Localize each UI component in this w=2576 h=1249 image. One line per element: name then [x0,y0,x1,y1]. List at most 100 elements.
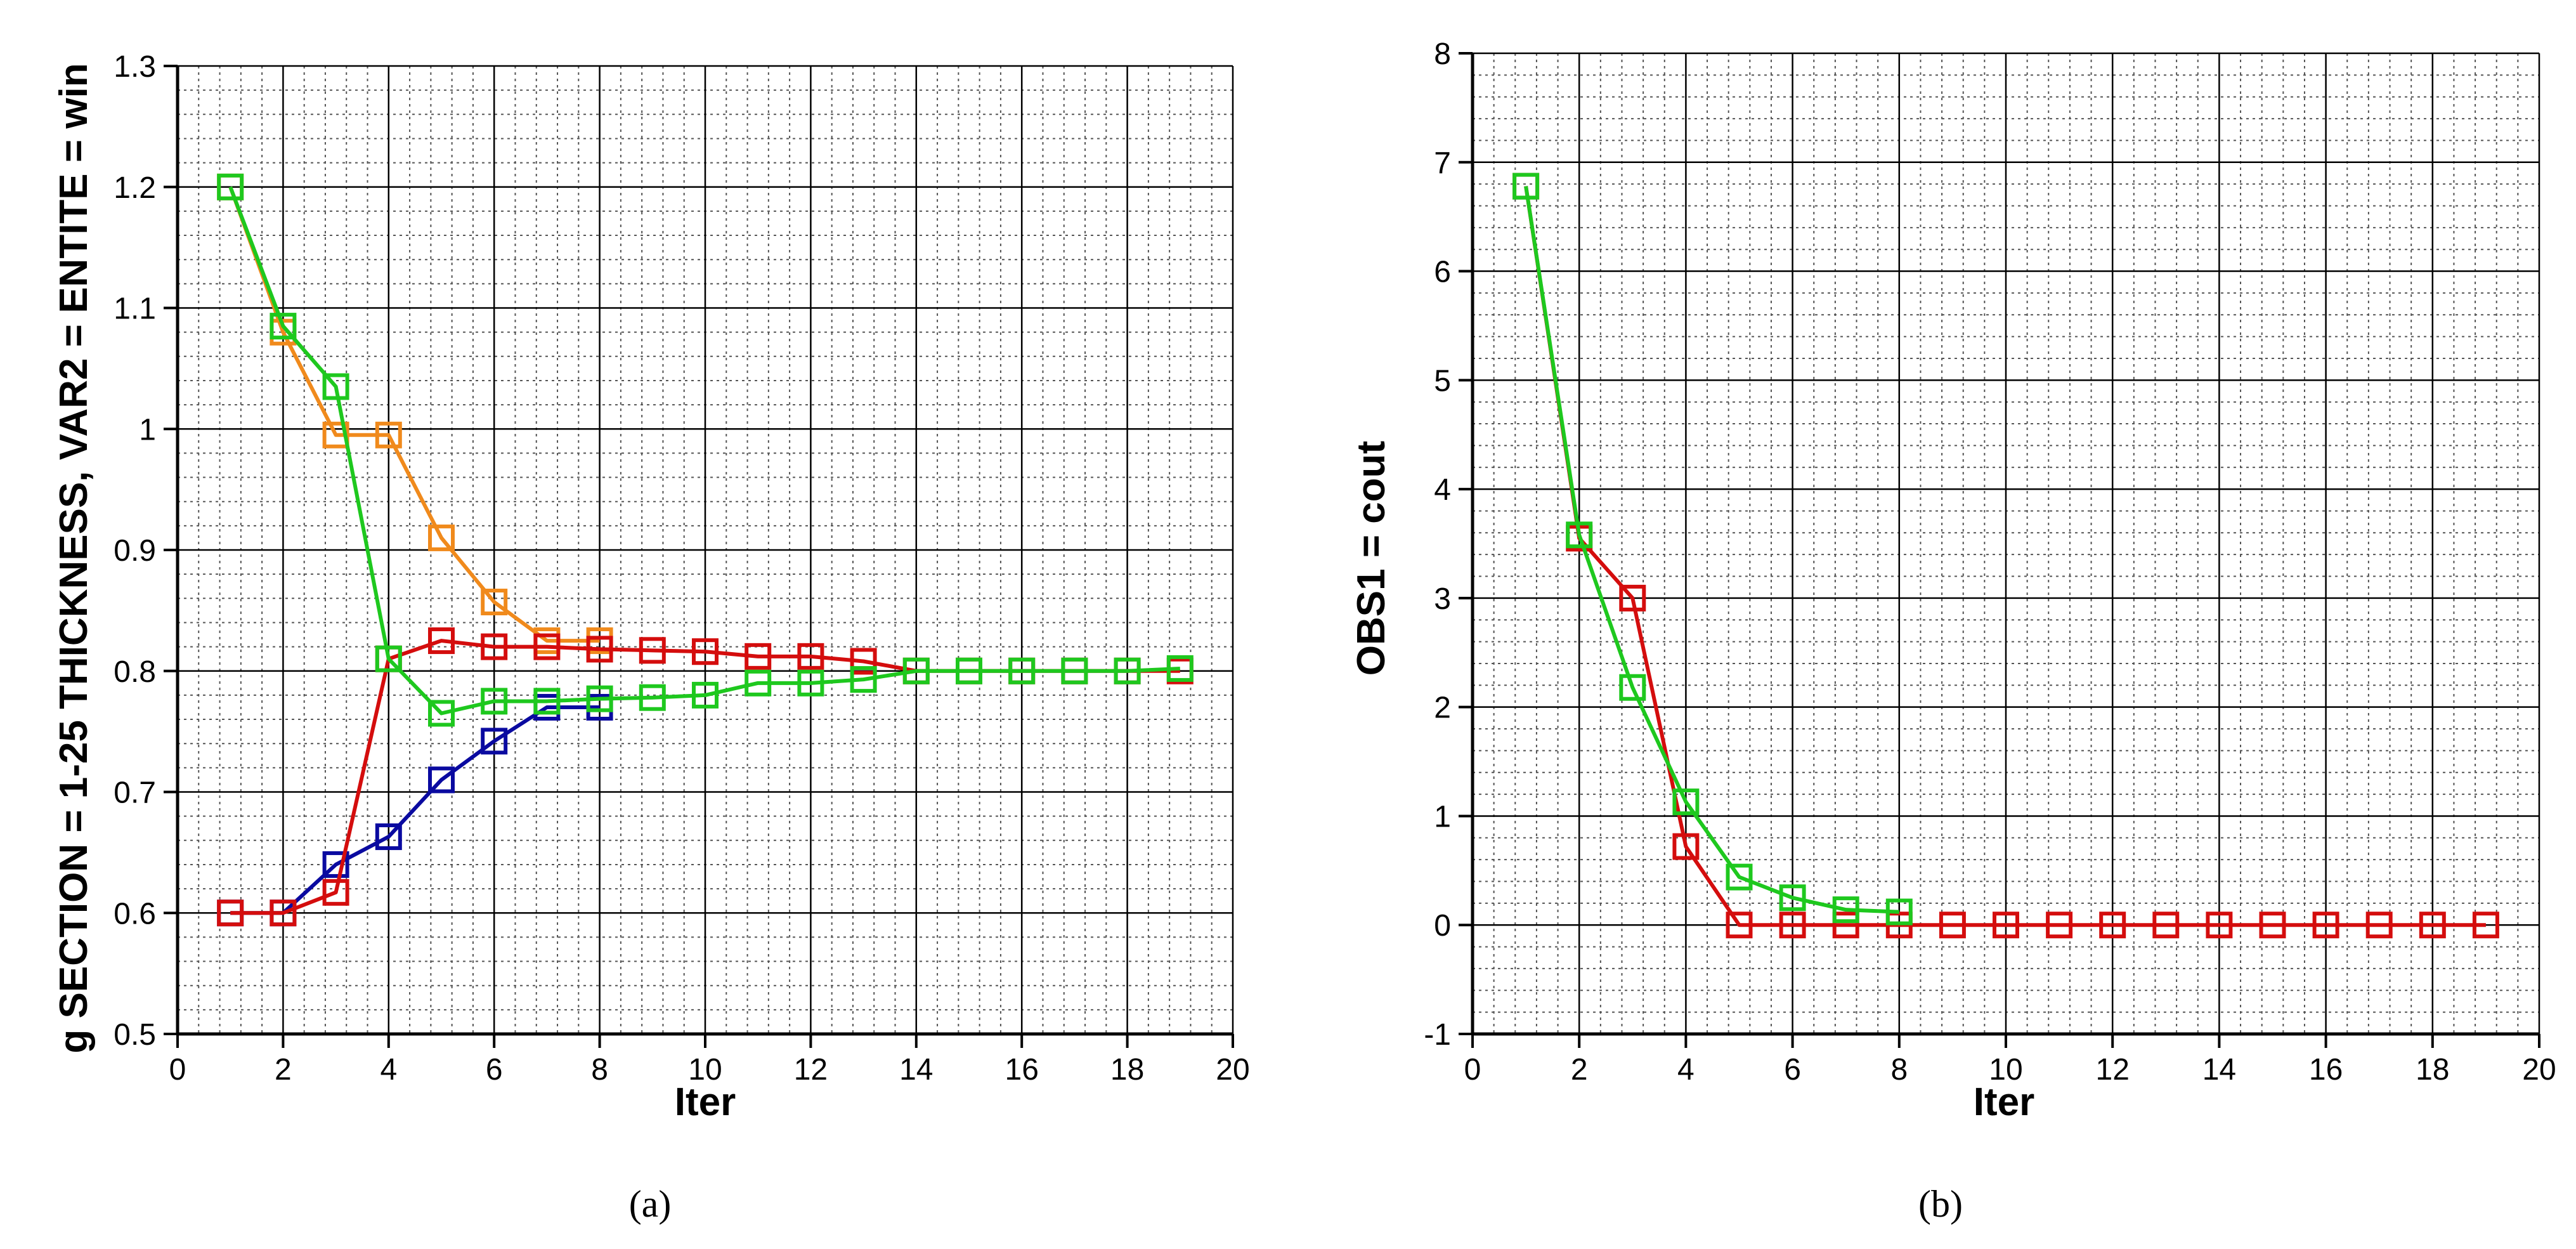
panel-a-series-3-marker [639,637,666,664]
panel-b-series-2-marker [1885,898,1913,925]
panel-b-series-1-marker [2206,912,2233,939]
panel-a-x-tick-label: 16 [1005,1053,1039,1087]
panel-a-x-tick-label: 0 [169,1053,186,1087]
panel-a-series-1 [217,173,613,655]
panel-a-series-4-marker [1114,657,1141,684]
panel-b-x-tick-label: 14 [2202,1053,2236,1087]
panel-b-series-2-marker [1672,788,1700,816]
panel-b-x-tick-label: 6 [1784,1053,1801,1087]
panel-a-series-2-marker [428,766,455,794]
panel-a-series-2-line [230,705,600,915]
panel-a-y-tick-label: 0.8 [114,655,156,689]
panel-b-x-tick-label: 12 [2096,1053,2130,1087]
panel-a-series-3-marker [586,636,613,663]
panel-b-y-tick-label: 1 [1434,800,1451,834]
panel-b-x-axis-label: Iter [1974,1080,2034,1124]
panel-a-series-4-marker [692,681,719,709]
panel-a-series-4-marker [745,669,772,696]
panel-a-series-3-marker [533,633,561,660]
panel-a-series-4-marker [902,657,930,684]
panel-b-grid [1471,52,2540,1035]
panel-b-y-tick-label: 7 [1434,147,1451,180]
panel-a-series-2-marker [322,851,349,878]
panel-a-series-3-marker [692,638,719,665]
panel-b-x-tick-label: 0 [1464,1053,1481,1087]
panel-b-x-tick-label: 20 [2522,1053,2556,1087]
panel-a-y-tick-label: 1.3 [114,50,156,84]
panel-a-series-4-marker [217,173,244,200]
panel-a-series-4-marker [270,313,297,340]
panel-b-series-2-marker [1619,674,1646,701]
panel-a: Iter g SECTION = 1-25 THICKNESS, VAR2 = … [52,50,1250,1225]
panel-b: Iter OBS1 = cout (b) 0 2 4 6 8 10 12 14 16 18 20-1… [1350,37,2556,1225]
panel-a-caption: (a) [629,1183,672,1225]
panel-a-series-4-marker [956,657,982,684]
panel-b-x-tick-label: 10 [1989,1053,2022,1087]
panel-a-y-tick-label: 1 [139,413,156,447]
panel-a-x-tick-label: 14 [899,1053,933,1087]
panel-b-series-1-marker [2312,912,2339,939]
panel-a-series-4-marker [1061,657,1088,684]
panel-b-y-tick-label: 8 [1434,37,1451,71]
panel-a-series-4-marker [1008,657,1036,684]
panel-a-series-4-marker [1166,655,1194,682]
panel-b-series-1-marker [1672,833,1700,860]
panel-b-y-tick-label: 3 [1434,582,1451,616]
panel-b-series-1-marker [2099,912,2126,939]
panel-a-y-tick-label: 0.6 [114,897,156,931]
panel-b-series-1-marker [2365,912,2393,939]
panel-b-x-tick-label: 4 [1677,1053,1695,1087]
panel-b-series-1-marker [1779,912,1806,939]
panel-a-series-4-marker [586,685,613,712]
panel-b-x-tick-label: 2 [1571,1053,1588,1087]
panel-b-x-tick-label: 18 [2416,1053,2449,1087]
panel-b-series-1-marker [1993,912,2019,939]
panel-a-series-4-marker [533,688,561,715]
panel-a-x-tick-label: 6 [486,1053,503,1087]
panel-b-series-2-line [1524,186,1899,914]
panel-b-y-tick-label: 0 [1434,909,1451,943]
panel-a-x-tick-label: 12 [794,1053,828,1087]
panel-a-series-1-marker [322,421,349,448]
panel-b-series-1-marker [1619,584,1646,611]
panel-a-y-tick-label: 0.5 [114,1018,156,1052]
panel-b-series-2-marker [1779,884,1806,912]
panel-a-series-3-marker [270,899,297,927]
panel-a-series-4 [217,173,1194,727]
panel-a-y-tick-label: 1.2 [114,171,156,205]
panel-b-series-2-marker [1832,896,1859,924]
panel-b-y-tick-label: 5 [1434,364,1451,398]
panel-b-series-1-marker [2152,912,2180,939]
panel-a-series-3-marker [850,648,877,675]
panel-b-caption: (b) [1918,1183,1963,1225]
panel-a-x-tick-label: 2 [275,1053,292,1087]
panel-a-series-4-marker [481,688,508,715]
panel-b-x-tick-label: 8 [1890,1053,1908,1087]
panel-a-y-tick-label: 0.7 [114,776,156,810]
panel-a-x-axis-label: Iter [675,1080,736,1124]
panel-b-series-1-marker [1726,912,1753,939]
panel-b-y-tick-label: 4 [1434,473,1451,507]
panel-b-series-2 [1512,173,1913,925]
panel-a-series-3-marker [428,627,455,655]
panel-b-series-2-marker [1726,863,1753,891]
panel-b-series-1-marker [2472,912,2499,939]
panel-b-series-1-line [1524,186,2486,927]
panel-b-y-tick-label: 6 [1434,256,1451,289]
panel-b-series-1-marker [2259,912,2286,939]
panel-a-x-tick-label: 20 [1216,1053,1249,1087]
panel-a-series-3-marker [322,879,349,906]
panel-a-x-tick-label: 8 [591,1053,608,1087]
panel-a-series-4-marker [797,669,824,696]
panel-b-y-tick-label: 2 [1434,691,1451,725]
panel-a-y-tick-label: 1.1 [114,292,156,326]
panel-a-series-3-marker [745,643,772,670]
panel-a-y-tick-label: 0.9 [114,534,156,568]
panel-a-x-tick-label: 18 [1110,1053,1144,1087]
panel-b-y-axis-label: OBS1 = cout [1350,441,1393,676]
panel-a-series-3-marker [217,899,244,927]
panel-a-series-4-line [228,186,1180,716]
panel-a-series-3-marker [797,643,824,670]
panel-b-series-1-marker [2046,912,2073,939]
panel-b-series-2-marker [1512,173,1540,200]
